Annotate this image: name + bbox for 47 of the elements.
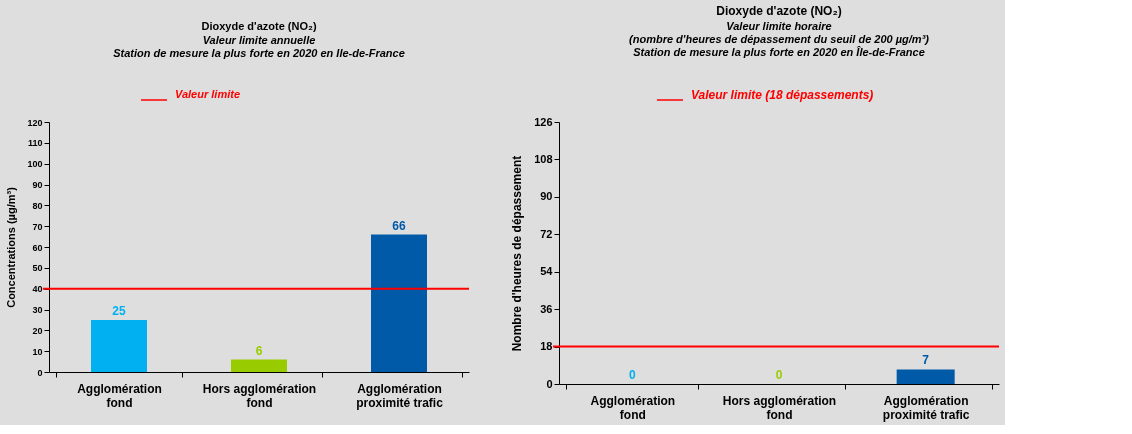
y-tick-label: 30	[32, 305, 43, 315]
y-tick-label: 0	[546, 377, 553, 390]
y-tick-label: 120	[27, 117, 43, 128]
y-tick-label: 72	[540, 227, 553, 240]
y-tick-label: 60	[32, 242, 43, 253]
y-axis-title: Concentrations (µg/m³)	[5, 186, 18, 308]
chart-title: Dioxyde d'azote (NO₂)	[201, 20, 317, 32]
y-axis-title: Nombre d'heures de dépassement	[510, 155, 525, 352]
y-tick-label: 18	[540, 340, 553, 353]
bar	[371, 234, 427, 372]
chart-title: Dioxyde d'azote (NO₂)	[716, 4, 842, 18]
text: Station de mesure la plus forte en 2020 en Ile-de-France	[113, 47, 405, 59]
y-tick-label: 90	[540, 190, 553, 203]
y-tick-label: 108	[534, 152, 553, 165]
x-tick-label: Agglomération fond	[77, 381, 162, 410]
y-tick-label: 0	[37, 367, 43, 378]
y-tick-label: 70	[32, 221, 43, 232]
text: (nombre d'heures de dépassement du seuil de 200 µg/m³)	[629, 33, 929, 45]
x-tick-label: Hors agglomération fond	[202, 381, 317, 410]
legend-label: Valeur limite (18 dépassements)	[691, 88, 874, 102]
y-tick-label: 10	[32, 346, 43, 357]
y-tick-label: 90	[32, 180, 43, 190]
y-tick-label: 100	[27, 159, 43, 170]
bar	[91, 319, 147, 372]
text: Station de mesure la plus forte en 2020 en Île-de-France	[633, 46, 925, 58]
text: Valeur limite horaire	[726, 20, 832, 32]
data-label: 7	[922, 353, 930, 368]
y-tick-label: 40	[32, 284, 43, 295]
y-tick-label: 50	[32, 263, 43, 274]
y-tick-label: 126	[534, 115, 553, 128]
x-tick-label: Agglomération fond	[590, 393, 676, 422]
y-tick-label: 110	[27, 138, 43, 149]
x-tick-label: Hors agglomération fond	[722, 393, 837, 422]
x-tick-label: Agglomération proximité trafic	[356, 381, 444, 410]
text: Valeur limite annuelle	[202, 34, 316, 46]
data-label: 6	[255, 343, 263, 358]
data-label: 25	[112, 303, 126, 318]
y-tick-label: 80	[32, 200, 43, 211]
bar	[231, 359, 287, 372]
data-label: 0	[628, 368, 636, 382]
y-tick-label: 20	[32, 325, 43, 336]
x-tick-label: Agglomération proximité trafic	[882, 393, 970, 422]
legend-label: Valeur limite	[175, 88, 241, 100]
data-label: 66	[392, 218, 406, 233]
y-tick-label: 54	[540, 265, 554, 278]
y-tick-label: 36	[540, 302, 553, 315]
data-label: 0	[775, 368, 783, 382]
